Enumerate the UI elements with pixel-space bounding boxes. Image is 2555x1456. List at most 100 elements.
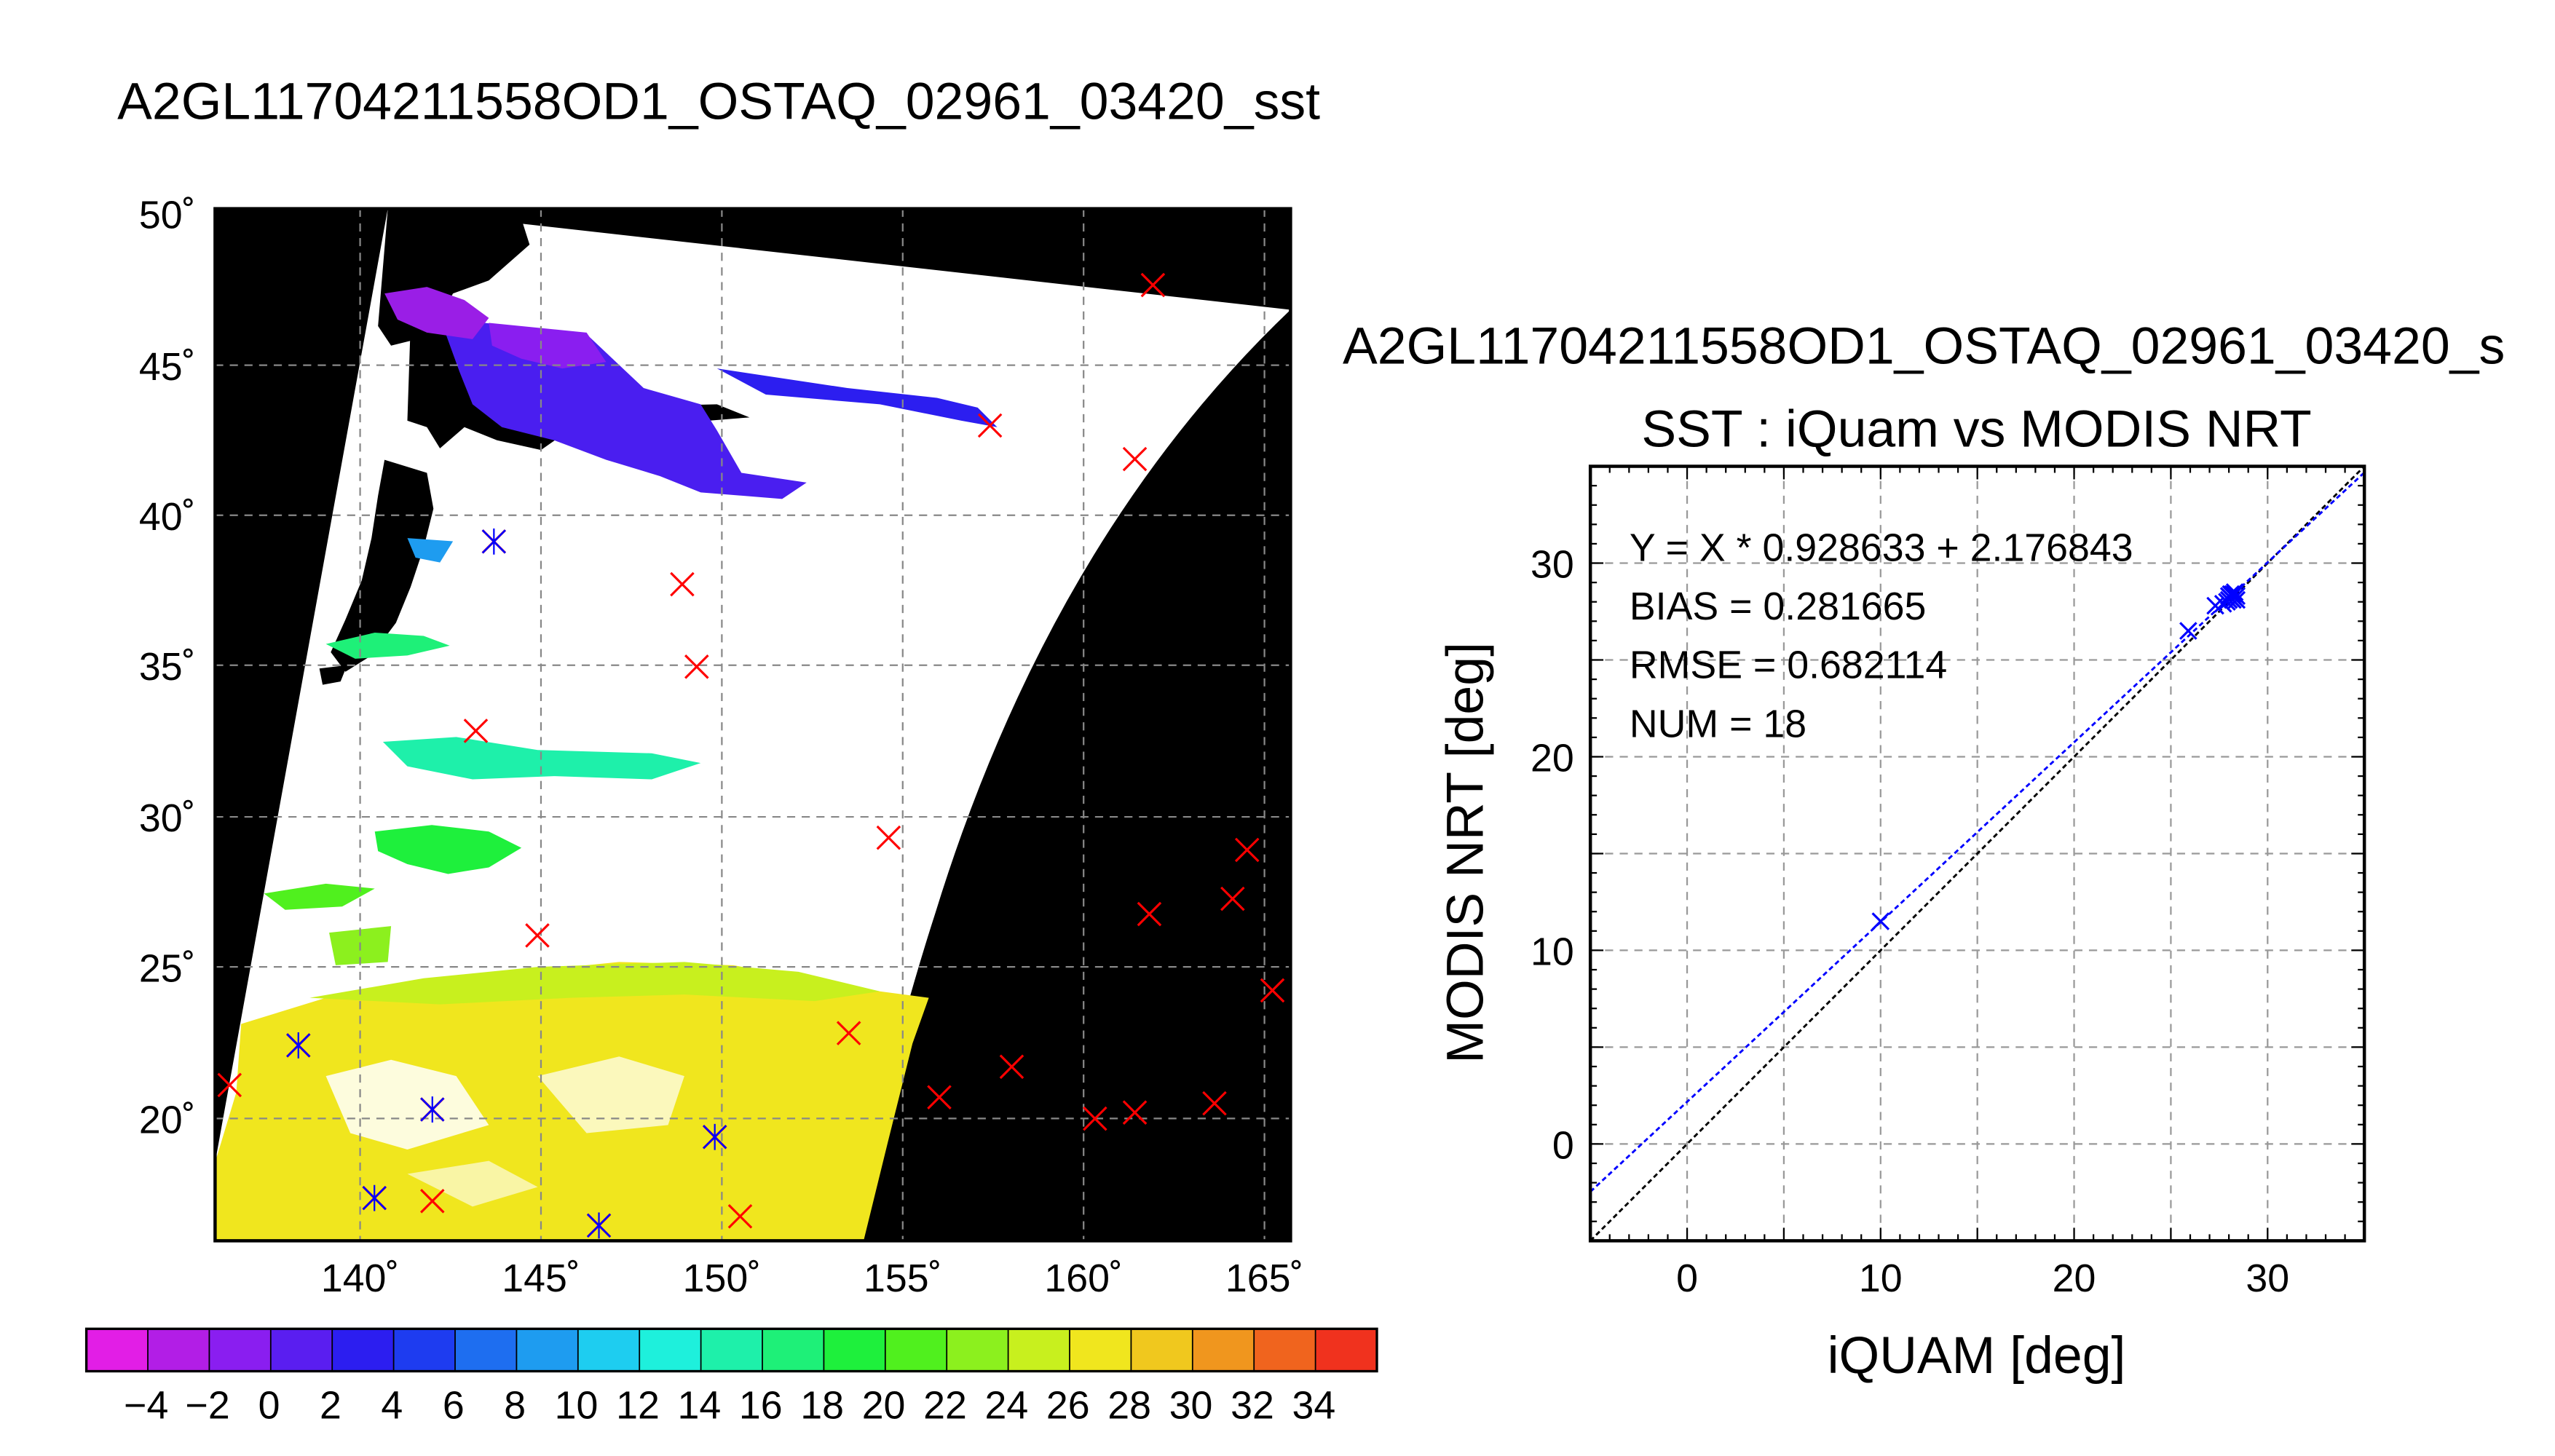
colorbar-frame (84, 1327, 1378, 1373)
lat-label: 20˚ (139, 1099, 196, 1142)
colorbar-swatch (148, 1329, 210, 1372)
map-marker-matched (420, 1096, 445, 1123)
x-tick-label: 0 (1676, 1257, 1698, 1300)
x-tick-label: 30 (2246, 1257, 2289, 1300)
colorbar-swatch (209, 1329, 272, 1372)
colorbar-swatch (1254, 1329, 1316, 1372)
y-tick-label: 0 (1552, 1124, 1574, 1168)
y-tick-label: 20 (1531, 737, 1574, 780)
scatter-point (1871, 912, 1890, 930)
colorbar-label: 26 (1046, 1383, 1090, 1427)
map-marker-matched (481, 528, 507, 555)
map-marker-red (420, 1189, 445, 1214)
sst-map: 50˚ 45˚ 40˚ 35˚ 30˚ 25˚ 20˚ 140˚ 145˚ 15… (139, 194, 1303, 1300)
colorbar-label: 6 (443, 1383, 465, 1427)
map-marker-red (836, 1021, 861, 1045)
map-markers (217, 272, 1285, 1239)
scatter-panel: A2GL11704211558OD1_OSTAQ_02961_03420_s S… (1343, 317, 2505, 1384)
lon-label: 160˚ (1044, 1257, 1122, 1300)
lon-axis-labels: 140˚ 145˚ 150˚ 155˚ 160˚ 165˚ (321, 1257, 1304, 1300)
map-marker-red (999, 1054, 1024, 1080)
reference-line (1590, 466, 2365, 1241)
map-marker-red (525, 923, 550, 948)
map-marker-red (670, 571, 695, 597)
main-title: A2GL11704211558OD1_OSTAQ_02961_03420_sst (117, 72, 1320, 130)
colorbar-swatch (947, 1329, 1009, 1372)
scatter-subtitle: A2GL11704211558OD1_OSTAQ_02961_03420_s (1343, 317, 2505, 375)
colorbar-swatch (332, 1329, 395, 1372)
colorbar-swatch (1008, 1329, 1071, 1372)
map-marker-matched (362, 1184, 387, 1211)
map-marker-red (217, 1072, 242, 1098)
colorbar-label: 24 (985, 1383, 1029, 1427)
colorbar-label: 4 (381, 1383, 403, 1427)
y-tick-label: 30 (1531, 543, 1574, 587)
map-marker-red (1234, 837, 1260, 863)
colorbar-label: 12 (616, 1383, 660, 1427)
colorbar-label: 14 (678, 1383, 722, 1427)
colorbar-swatch (762, 1329, 825, 1372)
x-tick-labels: 0 10 20 30 (1676, 1257, 2289, 1300)
map-marker-matched (286, 1032, 311, 1059)
regression-text: Y = X * 0.928633 + 2.176843 (1630, 526, 2133, 569)
map-marker-red (927, 1085, 952, 1110)
colorbar-label: 28 (1107, 1383, 1151, 1427)
colorbar-label: 22 (923, 1383, 967, 1427)
lon-label: 140˚ (321, 1257, 399, 1300)
colorbar-swatch (270, 1329, 333, 1372)
colorbar-label: 2 (320, 1383, 341, 1427)
scatter-frame (1588, 464, 2366, 1243)
colorbar-swatch (455, 1329, 518, 1372)
colorbar-swatch (700, 1329, 764, 1372)
map-frame (213, 207, 1292, 1243)
colorbar-label: 32 (1231, 1383, 1274, 1427)
colorbar-label: −2 (186, 1383, 230, 1427)
lat-label: 45˚ (139, 345, 196, 389)
x-tick-label: 10 (1859, 1257, 1903, 1300)
map-marker-red (1122, 446, 1148, 472)
map-grid (215, 208, 1291, 1241)
colorbar-label: 30 (1169, 1383, 1213, 1427)
map-marker-red (1122, 1100, 1148, 1125)
y-tick-label: 10 (1531, 930, 1574, 974)
colorbar-swatch (824, 1329, 886, 1372)
colorbar-swatch (1131, 1329, 1193, 1372)
map-marker-red (727, 1204, 753, 1229)
lat-label: 25˚ (139, 946, 196, 990)
lon-label: 165˚ (1225, 1257, 1303, 1300)
scatter-points (1871, 583, 2246, 930)
colorbar-label: 20 (862, 1383, 906, 1427)
rmse-text: RMSE = 0.682114 (1630, 644, 1947, 687)
colorbar-swatches (86, 1329, 1378, 1372)
bias-text: BIAS = 0.281665 (1630, 585, 1927, 628)
scatter-point (2179, 622, 2197, 640)
y-tick-labels: 0 10 20 30 (1531, 543, 1574, 1168)
sst-patches (215, 287, 998, 1241)
colorbar-label: −4 (124, 1383, 168, 1427)
stats-annotation: Y = X * 0.928633 + 2.176843 BIAS = 0.281… (1630, 526, 2133, 745)
colorbar-swatch (1315, 1329, 1378, 1372)
colorbar-ticks (147, 1329, 1316, 1372)
x-axis-label: iQUAM [deg] (1828, 1326, 2126, 1385)
colorbar-label: 16 (739, 1383, 783, 1427)
map-marker-red (876, 825, 901, 850)
colorbar-swatch (516, 1329, 579, 1372)
map-marker-red (1140, 272, 1166, 298)
lat-label: 35˚ (139, 645, 196, 689)
scatter-title: SST : iQuam vs MODIS NRT (1641, 400, 2311, 459)
map-marker-matched (586, 1212, 612, 1239)
map-marker-red (1083, 1106, 1107, 1131)
colorbar-label: 0 (258, 1383, 280, 1427)
lat-label: 40˚ (139, 495, 196, 539)
lat-axis-labels: 50˚ 45˚ 40˚ 35˚ 30˚ 25˚ 20˚ (139, 194, 196, 1142)
colorbar: −4 −2 0 2 4 6 8 10 12 14 16 18 20 22 24 … (84, 1327, 1378, 1427)
y-axis-label: MODIS NRT [deg] (1436, 642, 1494, 1064)
colorbar-swatch (639, 1329, 702, 1372)
map-marker-red (1220, 886, 1245, 911)
lon-label: 155˚ (864, 1257, 941, 1300)
colorbar-swatch (577, 1329, 641, 1372)
num-text: NUM = 18 (1630, 702, 1806, 745)
colorbar-swatch (393, 1329, 457, 1372)
colorbar-label: 8 (504, 1383, 526, 1427)
